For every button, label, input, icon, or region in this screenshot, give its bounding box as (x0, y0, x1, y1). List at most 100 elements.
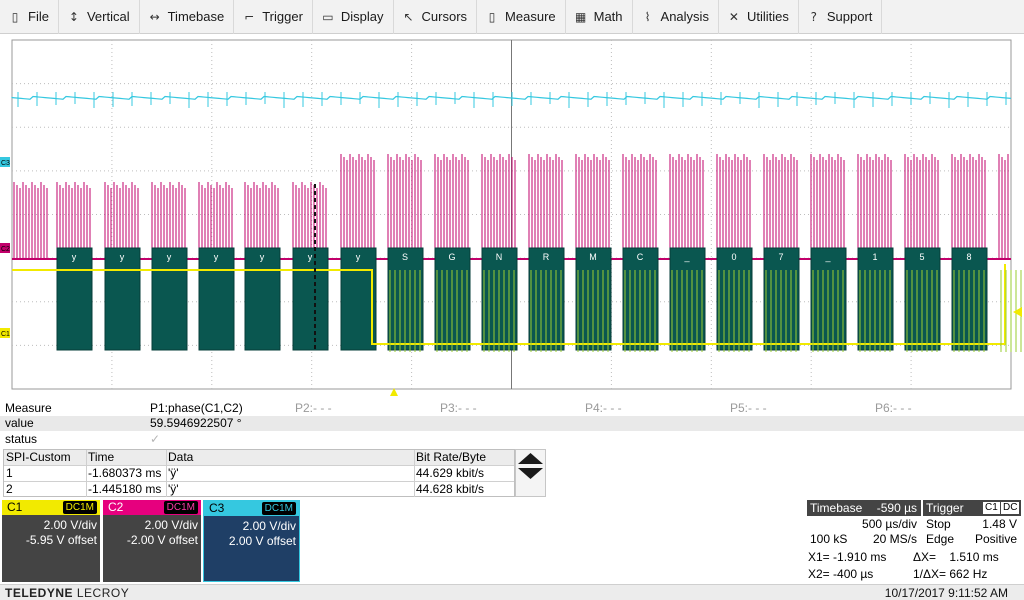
p4-parameter[interactable]: P4:- - - (585, 401, 622, 415)
menu-file[interactable]: ▯ File (0, 0, 59, 34)
cursor-x1: X1= -1.910 ms (808, 550, 887, 564)
p5-parameter[interactable]: P5:- - - (730, 401, 767, 415)
p1-status-check-icon: ✓ (150, 432, 161, 446)
menu-label: Measure (505, 9, 556, 24)
trigger-slope: Positive (974, 532, 1017, 546)
channel-2-volts-per-div: 2.00 V/div (144, 518, 198, 532)
menu-measure[interactable]: ▯ Measure (477, 0, 566, 34)
cursor-delta-x: ΔX= 1.510 ms (913, 550, 999, 564)
channel-marker-label: C3 (1, 160, 10, 167)
channel-1-offset: -5.95 V offset (25, 533, 97, 547)
decode-packet-label: N (496, 252, 503, 262)
timebase-sample-rate: 20 MS/s (872, 532, 917, 546)
decode-packet-label: 7 (778, 252, 783, 262)
status-row-label: status (5, 432, 38, 446)
scroll-down-arrow-icon[interactable] (518, 468, 543, 479)
decode-row[interactable]: 1 -1.680373 ms 'ÿ' 44.629 kbit/s (4, 466, 514, 482)
channel-offset-marker (0, 157, 10, 167)
menu-label: Display (340, 9, 384, 24)
trigger-level-marker (1013, 307, 1022, 317)
decode-packet-label: _ (683, 252, 690, 262)
channel-offset-marker (0, 243, 10, 253)
channel-2-coupling: DC1M (163, 501, 198, 514)
column-divider (86, 450, 87, 497)
channel-offset-marker (0, 328, 10, 338)
status-bar: TELEDYNE LECROY 10/17/2017 9:11:52 AM (0, 584, 1024, 600)
waveform-display: y y y y y y y S G N R M C _ 0 7 _ 1 5 8 C3 C2 C1 (0, 39, 1022, 396)
cursor-arrow-icon: ↖ (403, 9, 414, 24)
channel-3-trace (11, 95, 1012, 100)
menu-vertical[interactable]: ↕ Vertical (59, 0, 140, 34)
timebase-delay: -590 µs (876, 501, 917, 515)
menu-label: Math (593, 9, 623, 24)
timebase-title: Timebase (810, 501, 863, 515)
menu-utilities[interactable]: ✕ Utilities (719, 0, 799, 34)
analysis-chart-icon: ⌇ (644, 9, 651, 24)
channel-1-panel[interactable]: C1 DC1M 2.00 V/div -5.95 V offset (2, 500, 100, 582)
trigger-panel[interactable]: Trigger C1 DC Stop 1.48 V Edge Positive (923, 500, 1021, 548)
decode-packet-box (56, 247, 93, 351)
decode-scroll-control[interactable] (515, 449, 546, 497)
decode-packet-label: S (402, 252, 408, 262)
decode-packet-box (244, 247, 281, 351)
channel-1-trace (12, 264, 1006, 345)
spi-decode-table: SPI-Custom Time Data Bit Rate/Byte 1 -1.… (3, 449, 515, 497)
decode-packet-box (104, 247, 141, 351)
menu-trigger[interactable]: ⌐ Trigger (234, 0, 313, 34)
menu-label: Utilities (746, 9, 789, 24)
menu-label: File (28, 9, 49, 24)
decode-header-name[interactable]: SPI-Custom (6, 450, 71, 464)
calculator-icon: ▦ (574, 9, 587, 24)
timebase-panel[interactable]: Timebase -590 µs 500 µs/div 100 kS 20 MS… (807, 500, 921, 548)
waveform-grid[interactable]: y y y y y y y S G N R M C _ 0 7 _ 1 5 8 C3 C2 C1 (0, 34, 1024, 396)
menu-math[interactable]: ▦ Math (566, 0, 633, 34)
column-divider (414, 450, 415, 497)
p3-parameter[interactable]: P3:- - - (440, 401, 477, 415)
decode-packet-label: 5 (919, 252, 924, 262)
channel-2-panel[interactable]: C2 DC1M 2.00 V/div -2.00 V offset (103, 500, 201, 582)
measure-icon: ▯ (488, 9, 496, 24)
menu-label: Cursors (421, 9, 468, 24)
measure-row-label: Measure (5, 401, 52, 415)
column-divider (166, 450, 167, 497)
timebase-per-div: 500 µs/div (862, 517, 917, 531)
scroll-up-arrow-icon[interactable] (518, 453, 543, 464)
p1-parameter[interactable]: P1:phase(C1,C2) (150, 401, 243, 415)
decode-row-time: -1.445180 ms (88, 482, 162, 496)
decode-packet-label: y (167, 252, 172, 262)
menu-support[interactable]: ? Support (799, 0, 883, 34)
trigger-type: Edge (926, 532, 955, 546)
decode-header-data[interactable]: Data (168, 450, 194, 464)
menu-cursors[interactable]: ↖ Cursors (394, 0, 478, 34)
decode-packet-label: y (72, 252, 77, 262)
trigger-mode: Stop (926, 517, 951, 531)
decode-row-rate: 44.628 kbit/s (416, 482, 485, 496)
decode-packet-label: R (543, 252, 550, 262)
decode-packet-box (292, 247, 329, 351)
p6-parameter[interactable]: P6:- - - (875, 401, 912, 415)
decode-packet-label: C (637, 252, 644, 262)
menu-display[interactable]: ▭ Display (313, 0, 394, 34)
decode-packet-box (151, 247, 188, 351)
decode-packet-label: G (448, 252, 455, 262)
decode-header-time[interactable]: Time (88, 450, 115, 464)
decode-packet-label: _ (824, 252, 831, 262)
menu-label: Timebase (167, 9, 225, 24)
decode-header-rate[interactable]: Bit Rate/Byte (416, 450, 487, 464)
menu-timebase[interactable]: ↔ Timebase (140, 0, 235, 34)
status-datetime: 10/17/2017 9:11:52 AM (884, 586, 1008, 600)
channel-3-coupling: DC1M (261, 502, 296, 515)
menu-analysis[interactable]: ⌇ Analysis (633, 0, 719, 34)
decode-row-index: 1 (6, 466, 13, 480)
trigger-title: Trigger (926, 501, 964, 515)
p2-parameter[interactable]: P2:- - - (295, 401, 332, 415)
trigger-source: C1 (983, 502, 1000, 514)
brand-logo: TELEDYNE LECROY (5, 586, 130, 600)
decode-row[interactable]: 2 -1.445180 ms 'ÿ' 44.628 kbit/s (4, 482, 514, 498)
cursor-readout: X1= -1.910 ms ΔX= 1.510 ms X2= -400 µs 1… (807, 549, 1021, 583)
decode-packet-box (340, 247, 377, 351)
cursor-inverse-delta-x: 1/ΔX= 662 Hz (913, 567, 988, 581)
decode-packet-label: 8 (966, 252, 971, 262)
p1-value: 59.5946922507 ° (150, 416, 242, 430)
channel-3-panel[interactable]: C3 DC1M 2.00 V/div 2.00 V offset (203, 500, 300, 582)
